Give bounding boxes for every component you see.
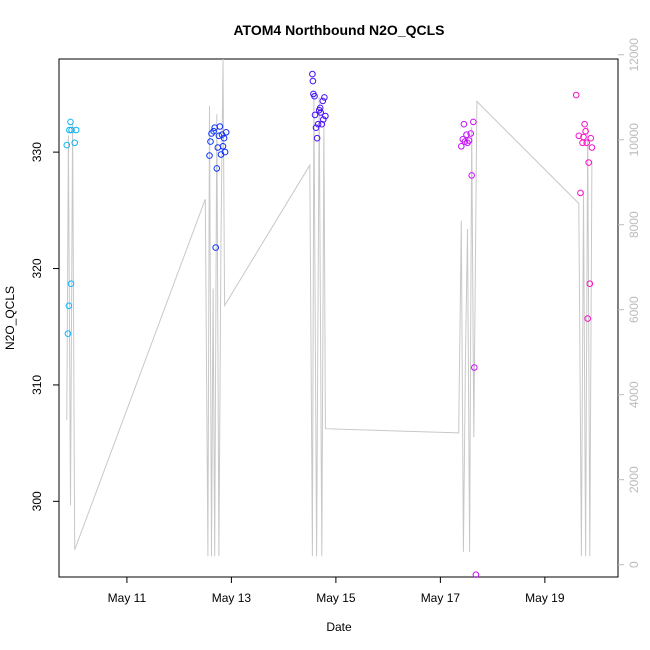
data-point <box>64 330 72 338</box>
data-point <box>67 118 74 126</box>
y-tick-label: 300 <box>30 491 44 511</box>
data-point <box>572 91 580 99</box>
data-point <box>321 94 328 101</box>
y-axis-label: N2O_QCLS <box>3 286 17 350</box>
y2-tick-label: 2000 <box>627 466 641 493</box>
data-point <box>585 159 593 166</box>
data-point <box>207 138 214 145</box>
x-tick-label: May 13 <box>212 591 252 605</box>
data-point <box>309 70 316 78</box>
data-point <box>463 131 470 138</box>
y2-tick-label: 4000 <box>627 381 641 408</box>
x-tick-label: May 11 <box>108 591 147 605</box>
data-point <box>214 144 222 151</box>
plot-frame <box>58 58 619 578</box>
data-point <box>472 571 480 579</box>
data-point <box>312 124 320 131</box>
data-point <box>320 116 327 123</box>
data-point <box>319 97 327 105</box>
data-point <box>309 77 317 85</box>
data-point <box>219 143 227 150</box>
data-point <box>71 139 78 147</box>
point-layer <box>63 70 596 579</box>
y2-tick-label: 12000 <box>627 38 641 72</box>
y2-axis: 0 2000 4000 6000 8000 10000 12000 <box>618 38 641 568</box>
y2-tick-label: 0 <box>627 561 641 568</box>
data-point <box>216 123 224 130</box>
y-tick-label: 330 <box>30 142 44 162</box>
data-point <box>314 120 322 128</box>
data-point <box>212 244 219 251</box>
data-point <box>215 132 223 140</box>
data-point <box>468 172 476 179</box>
data-point <box>588 144 596 151</box>
chart-title: ATOM4 Northbound N2O_QCLS <box>233 22 444 38</box>
x-axis: May 11 May 13 May 15 May 17 May 19 <box>108 577 565 605</box>
data-point <box>577 189 584 197</box>
data-point <box>470 118 477 126</box>
data-point <box>587 134 595 142</box>
data-point <box>67 280 75 288</box>
line-layer <box>66 58 593 557</box>
data-point <box>65 302 73 310</box>
data-point <box>311 92 318 100</box>
y-axis: 300 310 320 330 <box>30 142 59 511</box>
x-tick-label: May 15 <box>316 591 356 605</box>
y2-tick-label: 10000 <box>627 123 641 157</box>
data-point <box>582 127 589 135</box>
series-line <box>66 58 593 557</box>
data-point <box>580 133 587 141</box>
data-point <box>210 127 217 135</box>
x-tick-label: May 17 <box>421 591 461 605</box>
y2-tick-label: 6000 <box>627 296 641 323</box>
y-tick-label: 320 <box>30 258 44 278</box>
y2-tick-label: 8000 <box>627 211 641 238</box>
data-point <box>460 120 468 128</box>
data-point <box>220 134 228 142</box>
data-point <box>222 129 230 136</box>
y-tick-label: 310 <box>30 375 44 395</box>
data-point <box>458 143 465 150</box>
data-point <box>313 134 321 142</box>
data-point <box>575 132 583 140</box>
data-point <box>317 109 325 116</box>
data-point <box>581 120 588 128</box>
x-tick-label: May 19 <box>525 591 565 605</box>
data-point <box>318 120 326 128</box>
data-point <box>467 130 475 137</box>
data-point <box>66 126 73 134</box>
data-point <box>322 112 329 120</box>
data-point <box>583 139 591 147</box>
data-point <box>63 141 71 149</box>
data-point <box>316 104 324 112</box>
data-point <box>213 165 221 172</box>
data-point <box>471 364 478 371</box>
data-point <box>586 280 594 288</box>
data-point <box>584 315 592 322</box>
x-axis-label: Date <box>326 620 352 634</box>
data-point <box>72 126 80 134</box>
data-point <box>221 148 229 156</box>
data-point <box>68 126 75 134</box>
data-point <box>206 152 213 159</box>
data-point <box>311 111 319 119</box>
data-point <box>465 137 473 144</box>
